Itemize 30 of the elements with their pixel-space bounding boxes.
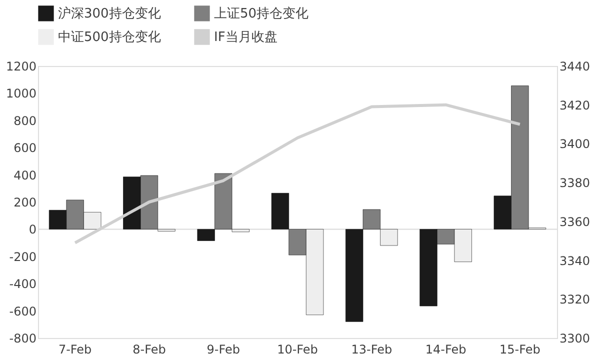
y-tick-label: 0	[28, 222, 36, 237]
legend-label: 上证50持仓变化	[214, 6, 309, 22]
y2-tick-label: 3340	[560, 254, 590, 268]
x-tick-label: 7-Feb	[58, 342, 92, 356]
y2-tick-label: 3400	[560, 137, 590, 152]
y-tick-label: -600	[9, 304, 36, 318]
x-tick-label: 13-Feb	[351, 342, 392, 356]
y-tick-label: 800	[14, 114, 36, 128]
y-tick-label: 200	[14, 196, 36, 210]
y2-tick-label: 3380	[560, 176, 590, 190]
x-tick-label: 10-Feb	[277, 342, 318, 356]
y2-tick-label: 3360	[560, 214, 590, 229]
legend-label: 中证500持仓变化	[58, 30, 161, 45]
x-tick-label: 8-Feb	[132, 342, 166, 356]
y-tick-label: -200	[9, 250, 36, 264]
legend-label: IF当月收盘	[214, 30, 278, 45]
x-tick-label: 14-Feb	[425, 342, 466, 356]
x-tick-label: 9-Feb	[206, 342, 240, 356]
y-tick-label: -800	[9, 332, 36, 346]
legend-label: 沪深300持仓变化	[58, 5, 161, 22]
y2-tick-label: 3420	[560, 98, 590, 112]
y2-tick-label: 3320	[560, 292, 590, 307]
y2-tick-label: 3440	[560, 60, 590, 74]
y-tick-label: 400	[14, 168, 36, 182]
y2-tick-label: 3300	[560, 332, 590, 346]
y-tick-label: 1200	[6, 60, 36, 74]
y-tick-label: 1000	[6, 86, 36, 101]
y-tick-label: -400	[9, 277, 36, 292]
y-tick-label: 600	[14, 141, 36, 156]
x-tick-label: 15-Feb	[500, 342, 540, 356]
